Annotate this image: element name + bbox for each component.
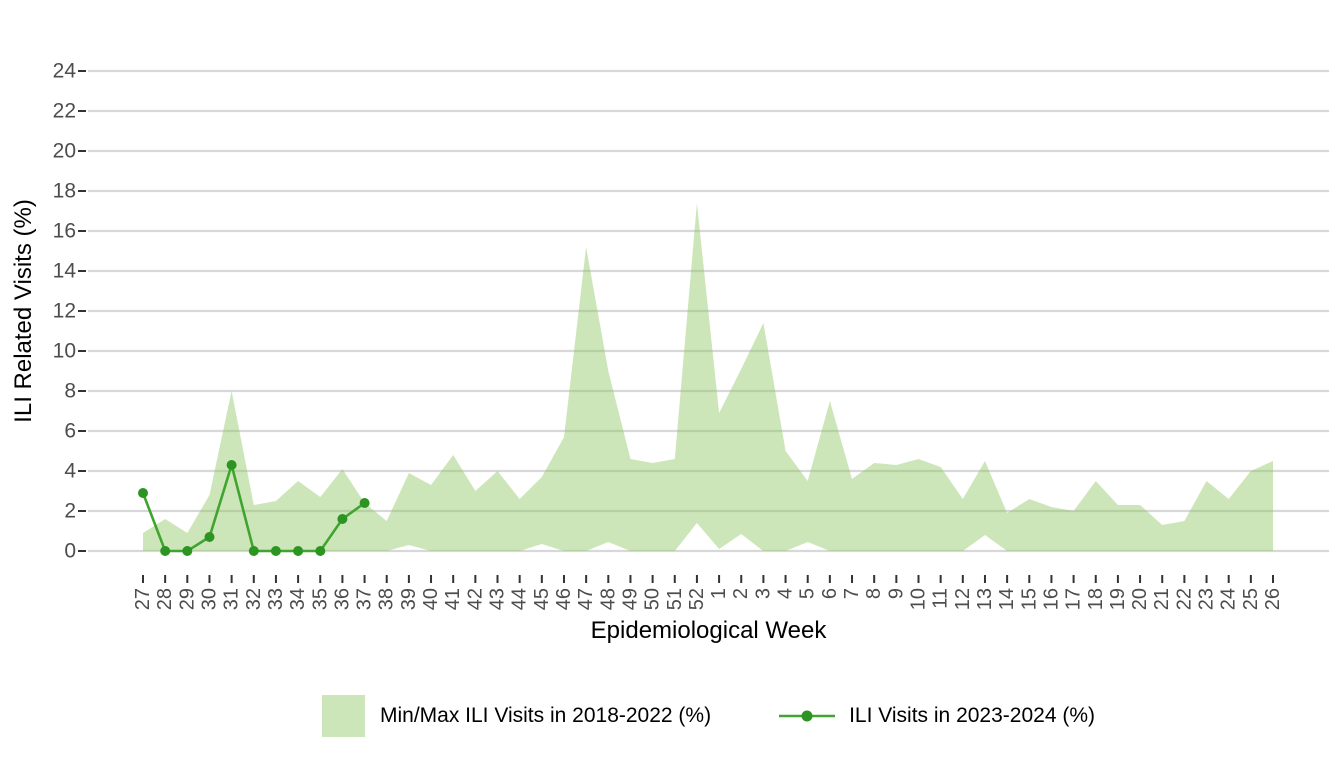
x-tick-label: 18 [1085,588,1107,610]
x-tick-label: 40 [420,588,442,610]
x-tick-label: 41 [442,588,464,610]
y-tick-label: 10 [53,340,76,363]
y-axis-title: ILI Related Visits (%) [10,199,37,423]
x-tick-label: 52 [686,588,708,610]
legend-item-line: ILI Visits in 2023-2024 (%) [779,704,1095,728]
y-tick-label: 2 [64,500,76,523]
y-tick-label: 8 [64,380,76,403]
x-tick-label: 11 [930,588,952,609]
x-tick-label: 34 [287,588,309,610]
minmax-ribbon [143,203,1273,551]
x-tick-label: 29 [176,588,198,610]
ili-point [226,460,237,470]
x-tick-label: 49 [619,588,641,610]
x-tick-label: 35 [309,588,331,610]
y-tick-label: 16 [53,220,76,243]
x-tick-label: 2 [730,588,752,599]
y-tick-label: 22 [53,100,76,123]
x-tick-label: 19 [1107,588,1129,610]
y-tick-label: 4 [64,460,76,483]
x-tick-label: 3 [752,588,774,599]
x-axis-title: Epidemiological Week [590,617,827,644]
x-tick-label: 7 [841,588,863,599]
x-tick-label: 45 [531,588,553,610]
ili-point [138,488,148,498]
x-tick-label: 25 [1240,588,1262,610]
ili-point [359,498,370,508]
x-tick-label: 33 [265,588,287,610]
x-tick-label: 22 [1173,588,1195,610]
x-tick-label: 8 [863,588,885,599]
x-tick-label: 43 [487,588,509,610]
y-tick-label: 0 [64,540,76,563]
ili-point [293,546,304,556]
x-tick-label: 5 [797,588,819,599]
x-tick-label: 1 [708,588,730,599]
x-tick-label: 4 [775,588,797,599]
ili-point [182,546,193,556]
y-tick-label: 18 [53,180,76,203]
x-tick-label: 44 [509,588,531,610]
ili-point [204,532,215,542]
ili-point [337,514,348,524]
x-tick-label: 21 [1151,588,1173,610]
x-tick-label: 24 [1218,588,1240,610]
legend-key-point [801,710,813,722]
x-tick-label: 26 [1262,588,1284,610]
x-tick-label: 12 [952,588,974,610]
x-tick-label: 39 [398,588,420,610]
x-tick-label: 10 [907,588,929,610]
x-tick-label: 23 [1196,588,1218,610]
x-tick-label: 38 [376,588,398,610]
y-tick-label: 6 [64,420,76,443]
x-tick-label: 15 [1018,588,1040,610]
ili-point [160,546,171,556]
x-tick-label: 28 [154,588,176,610]
x-tick-label: 20 [1129,588,1151,610]
legend: Min/Max ILI Visits in 2018-2022 (%) ILI … [88,690,1329,742]
ribbon-swatch-icon [321,695,365,737]
ili-point [315,546,326,556]
x-tick-label: 30 [198,588,220,610]
x-tick-label: 16 [1040,588,1062,610]
x-tick-label: 36 [331,588,353,610]
y-tick-label: 12 [53,300,76,323]
x-tick-label: 13 [974,588,996,610]
x-tick-label: 14 [996,588,1018,610]
legend-item-ribbon: Min/Max ILI Visits in 2018-2022 (%) [321,695,712,737]
x-tick-label: 9 [885,588,907,599]
x-tick-label: 47 [575,588,597,610]
ili-point [270,546,281,556]
x-tick-label: 46 [553,588,575,610]
x-tick-label: 37 [354,588,376,610]
line-point-key-icon [779,710,836,722]
legend-line-label: ILI Visits in 2023-2024 (%) [849,704,1095,727]
x-tick-label: 48 [597,588,619,610]
y-tick-label: 20 [53,140,76,163]
legend-ribbon-label: Min/Max ILI Visits in 2018-2022 (%) [379,704,712,727]
x-tick-label: 27 [132,588,154,610]
ili-point [248,546,259,556]
x-tick-label: 32 [243,588,265,610]
x-tick-label: 50 [642,588,664,610]
x-tick-label: 42 [464,588,486,610]
y-tick-label: 14 [53,260,77,283]
x-tick-label: 31 [221,588,243,610]
y-tick-label: 24 [53,60,77,83]
x-tick-label: 6 [819,588,841,599]
x-tick-label: 51 [664,588,686,610]
x-tick-label: 17 [1063,588,1085,610]
